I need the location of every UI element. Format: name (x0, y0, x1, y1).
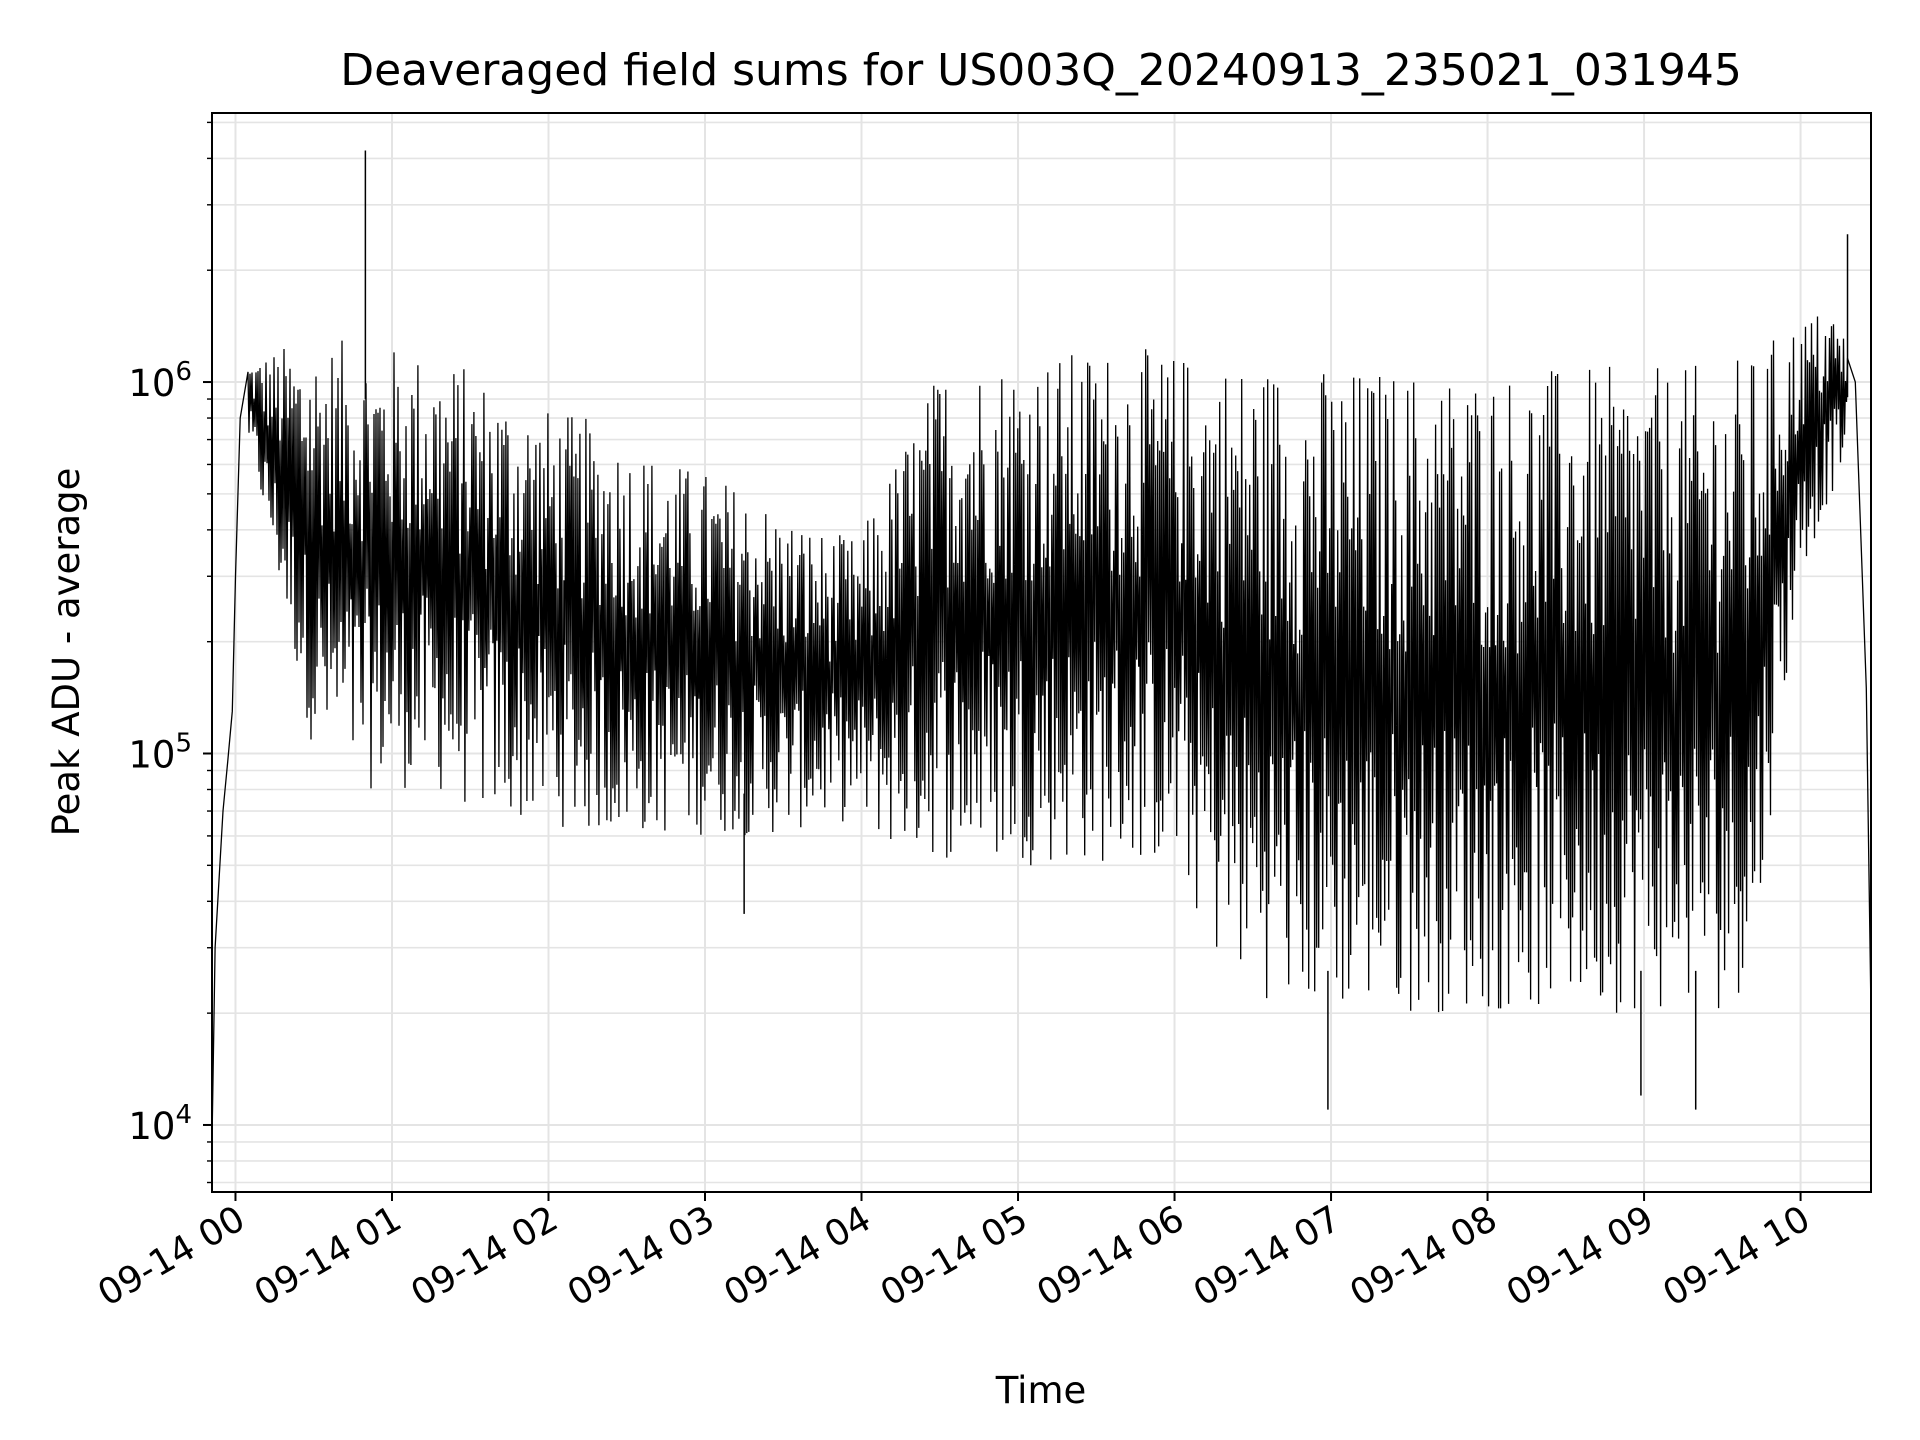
x-axis-label: Time (995, 1369, 1087, 1412)
chart-title: Deaveraged field sums for US003Q_2024091… (340, 45, 1742, 96)
plot-frame (211, 112, 1872, 1193)
y-axis-label: Peak ADU - average (45, 468, 88, 837)
series-line-layer (211, 150, 1872, 1143)
y-tick-label: 106 (128, 357, 192, 405)
y-tick-label: 105 (128, 729, 192, 777)
series-line (211, 316, 1872, 1143)
y-axis: 104 105 106 (128, 121, 212, 1184)
y-tick-label: 104 (128, 1100, 192, 1148)
